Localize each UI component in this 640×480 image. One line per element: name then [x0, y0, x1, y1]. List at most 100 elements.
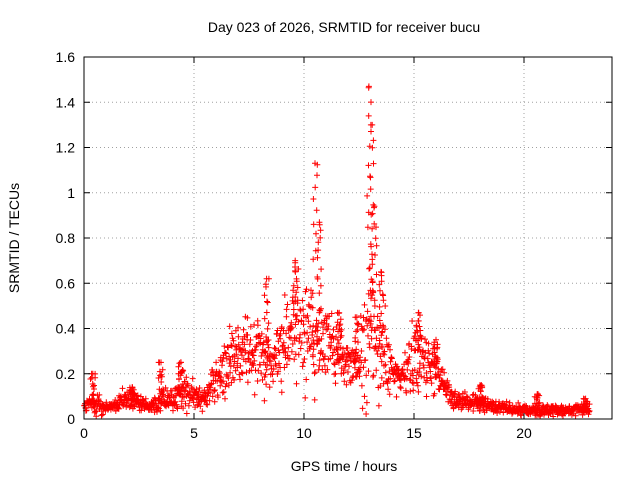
data-point: [290, 306, 297, 313]
data-point: [338, 326, 345, 333]
data-point: [124, 396, 131, 403]
data-point: [428, 380, 435, 387]
data-point: [251, 391, 258, 398]
y-tick-label: 1.6: [56, 49, 76, 65]
data-point: [361, 326, 367, 333]
data-point: [379, 291, 386, 298]
data-point: [322, 353, 328, 360]
data-point: [364, 308, 371, 315]
data-point: [358, 348, 365, 354]
data-point: [215, 394, 221, 401]
data-point: [353, 346, 360, 353]
data-point: [265, 320, 272, 327]
data-point: [332, 370, 339, 377]
data-point: [342, 361, 349, 368]
data-point: [349, 377, 355, 384]
data-point: [434, 354, 441, 361]
data-point: [414, 337, 421, 344]
data-point: [292, 257, 299, 264]
data-point: [129, 384, 136, 391]
data-point: [373, 367, 380, 374]
data-point: [314, 324, 321, 330]
data-point: [376, 303, 383, 310]
data-point: [365, 290, 372, 297]
data-point: [341, 378, 348, 385]
data-point: [433, 336, 439, 343]
data-point: [264, 325, 271, 332]
data-point: [316, 357, 323, 364]
data-point: [405, 356, 412, 363]
data-point: [91, 404, 98, 411]
data-point: [199, 408, 206, 415]
y-axis-label: SRMTID / TECUs: [6, 183, 22, 293]
data-point: [221, 349, 228, 356]
data-point: [230, 337, 237, 344]
data-point: [197, 403, 204, 410]
data-point: [444, 377, 451, 384]
data-point: [213, 359, 220, 366]
data-point: [250, 362, 257, 369]
data-point: [170, 407, 176, 414]
data-point: [415, 388, 422, 395]
y-tick-label: 0: [67, 411, 75, 427]
data-point: [309, 304, 316, 311]
data-point: [349, 347, 356, 354]
data-point: [352, 334, 359, 341]
data-point: [182, 387, 189, 394]
data-point: [361, 301, 368, 308]
data-point: [201, 387, 208, 394]
data-point: [582, 395, 589, 402]
data-point: [314, 275, 321, 282]
y-tick-label: 1.2: [56, 140, 76, 156]
data-point: [446, 384, 453, 391]
data-point: [370, 201, 377, 208]
data-point: [314, 172, 320, 179]
data-point: [89, 370, 96, 377]
data-point: [115, 405, 122, 412]
data-point: [391, 378, 398, 385]
data-point: [442, 391, 449, 398]
data-point: [378, 278, 385, 285]
data-point: [254, 378, 261, 384]
data-point: [290, 282, 297, 289]
data-point: [219, 389, 226, 396]
data-point: [380, 350, 387, 357]
data-points: [81, 83, 593, 420]
data-point: [362, 357, 369, 363]
data-point: [317, 282, 324, 289]
data-point: [370, 289, 377, 296]
data-point: [411, 333, 418, 340]
data-point: [318, 347, 325, 354]
data-point: [278, 324, 285, 330]
data-point: [315, 338, 322, 344]
data-point: [183, 410, 190, 417]
data-point: [382, 369, 389, 376]
data-point: [334, 336, 341, 343]
data-point: [293, 316, 300, 323]
data-point: [89, 381, 96, 387]
data-point: [261, 397, 268, 404]
data-point: [222, 395, 228, 402]
data-point: [316, 337, 323, 343]
data-point: [318, 305, 324, 312]
x-axis-label: GPS time / hours: [291, 458, 398, 474]
data-point: [251, 357, 258, 364]
data-point: [156, 386, 163, 393]
data-point: [228, 379, 235, 386]
data-point: [335, 351, 342, 358]
data-point: [406, 354, 413, 360]
data-point: [96, 391, 103, 398]
data-point: [216, 370, 223, 377]
data-point: [271, 345, 278, 351]
data-point: [318, 266, 325, 273]
data-point: [284, 301, 291, 308]
data-point: [291, 356, 298, 363]
data-point: [312, 369, 319, 376]
data-point: [207, 389, 214, 396]
data-point: [310, 361, 317, 368]
data-point: [415, 317, 422, 324]
data-point: [207, 384, 214, 391]
data-point: [176, 390, 183, 397]
data-point: [281, 364, 288, 371]
data-point: [368, 295, 374, 302]
